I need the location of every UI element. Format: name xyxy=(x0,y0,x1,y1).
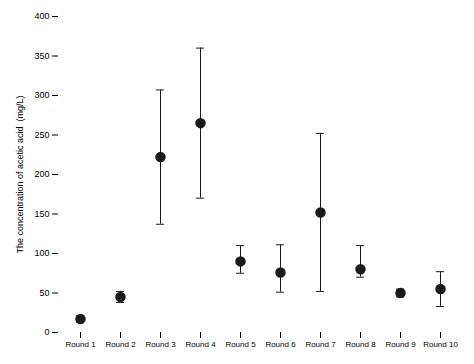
svg-text:350: 350 xyxy=(34,51,49,61)
svg-text:Round 7: Round 7 xyxy=(305,340,336,349)
svg-text:Round 4: Round 4 xyxy=(185,340,216,349)
svg-text:400: 400 xyxy=(34,11,49,21)
svg-text:Round 6: Round 6 xyxy=(265,340,296,349)
svg-text:Round 9: Round 9 xyxy=(385,340,416,349)
svg-text:Round 2: Round 2 xyxy=(105,340,136,349)
svg-text:0: 0 xyxy=(44,327,49,337)
svg-text:200: 200 xyxy=(34,169,49,179)
svg-text:Round 3: Round 3 xyxy=(145,340,176,349)
svg-text:Round 10: Round 10 xyxy=(423,340,458,349)
svg-text:150: 150 xyxy=(34,209,49,219)
svg-text:100: 100 xyxy=(34,248,49,258)
svg-text:Round 8: Round 8 xyxy=(345,340,376,349)
svg-text:300: 300 xyxy=(34,90,49,100)
svg-text:Round 1: Round 1 xyxy=(65,340,96,349)
svg-text:The concentration of acetic ac: The concentration of acetic acid (mg/L) xyxy=(15,95,25,253)
svg-text:250: 250 xyxy=(34,130,49,140)
svg-text:Round 5: Round 5 xyxy=(225,340,256,349)
svg-text:50: 50 xyxy=(39,288,49,298)
